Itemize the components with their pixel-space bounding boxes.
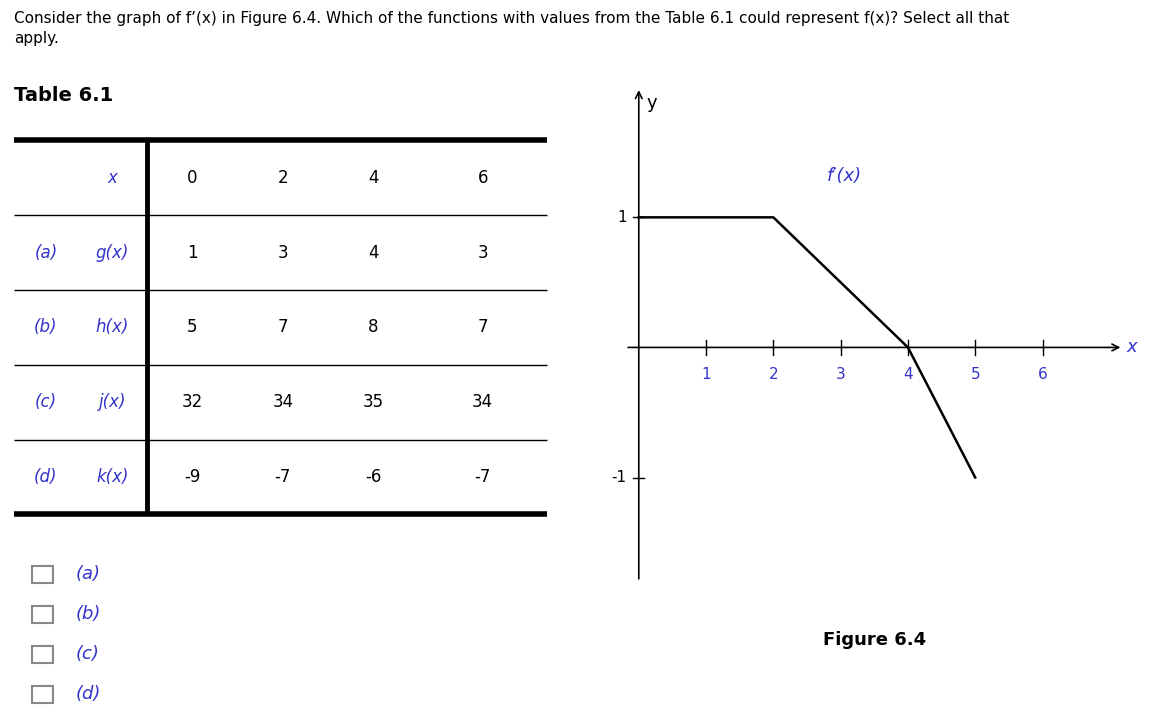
- Text: 7: 7: [278, 318, 288, 337]
- Text: (a): (a): [35, 244, 58, 262]
- Text: x: x: [1127, 339, 1137, 356]
- Text: 34: 34: [472, 393, 493, 411]
- Text: 4: 4: [368, 244, 379, 262]
- Text: 1: 1: [188, 244, 198, 262]
- Text: 6: 6: [1038, 367, 1047, 382]
- Text: 1: 1: [702, 367, 711, 382]
- Text: (d): (d): [75, 686, 101, 703]
- Text: (c): (c): [35, 393, 57, 411]
- Text: -7: -7: [475, 468, 491, 486]
- Text: 8: 8: [368, 318, 379, 337]
- Text: Figure 6.4: Figure 6.4: [822, 631, 926, 649]
- Text: (c): (c): [75, 646, 100, 663]
- Text: -7: -7: [274, 468, 291, 486]
- Text: 4: 4: [368, 169, 379, 187]
- Text: y: y: [647, 94, 658, 112]
- Text: Table 6.1: Table 6.1: [14, 87, 113, 105]
- Text: 2: 2: [769, 367, 778, 382]
- Text: 5: 5: [970, 367, 980, 382]
- Text: 1: 1: [617, 210, 626, 225]
- Text: -9: -9: [184, 468, 200, 486]
- Text: 3: 3: [477, 244, 488, 262]
- Text: f′(x): f′(x): [827, 166, 863, 185]
- Text: x: x: [108, 169, 117, 187]
- Text: (b): (b): [34, 318, 58, 337]
- Text: Consider the graph of f’(x) in Figure 6.4. Which of the functions with values fr: Consider the graph of f’(x) in Figure 6.…: [14, 11, 1009, 26]
- Text: (d): (d): [34, 468, 58, 486]
- Text: 0: 0: [188, 169, 198, 187]
- Text: 3: 3: [836, 367, 845, 382]
- Text: -1: -1: [611, 470, 626, 485]
- Text: (a): (a): [75, 566, 101, 583]
- Text: 7: 7: [477, 318, 488, 337]
- Text: 34: 34: [272, 393, 293, 411]
- Text: k(x): k(x): [96, 468, 129, 486]
- Text: j(x): j(x): [98, 393, 126, 411]
- Text: (b): (b): [75, 606, 101, 623]
- Text: apply.: apply.: [14, 31, 59, 46]
- Text: 32: 32: [182, 393, 203, 411]
- Text: 4: 4: [903, 367, 913, 382]
- Text: 3: 3: [278, 244, 288, 262]
- Text: 6: 6: [477, 169, 488, 187]
- Text: 5: 5: [188, 318, 198, 337]
- Text: 35: 35: [362, 393, 384, 411]
- Text: g(x): g(x): [96, 244, 130, 262]
- Text: 2: 2: [278, 169, 288, 187]
- Text: h(x): h(x): [96, 318, 130, 337]
- Text: -6: -6: [365, 468, 382, 486]
